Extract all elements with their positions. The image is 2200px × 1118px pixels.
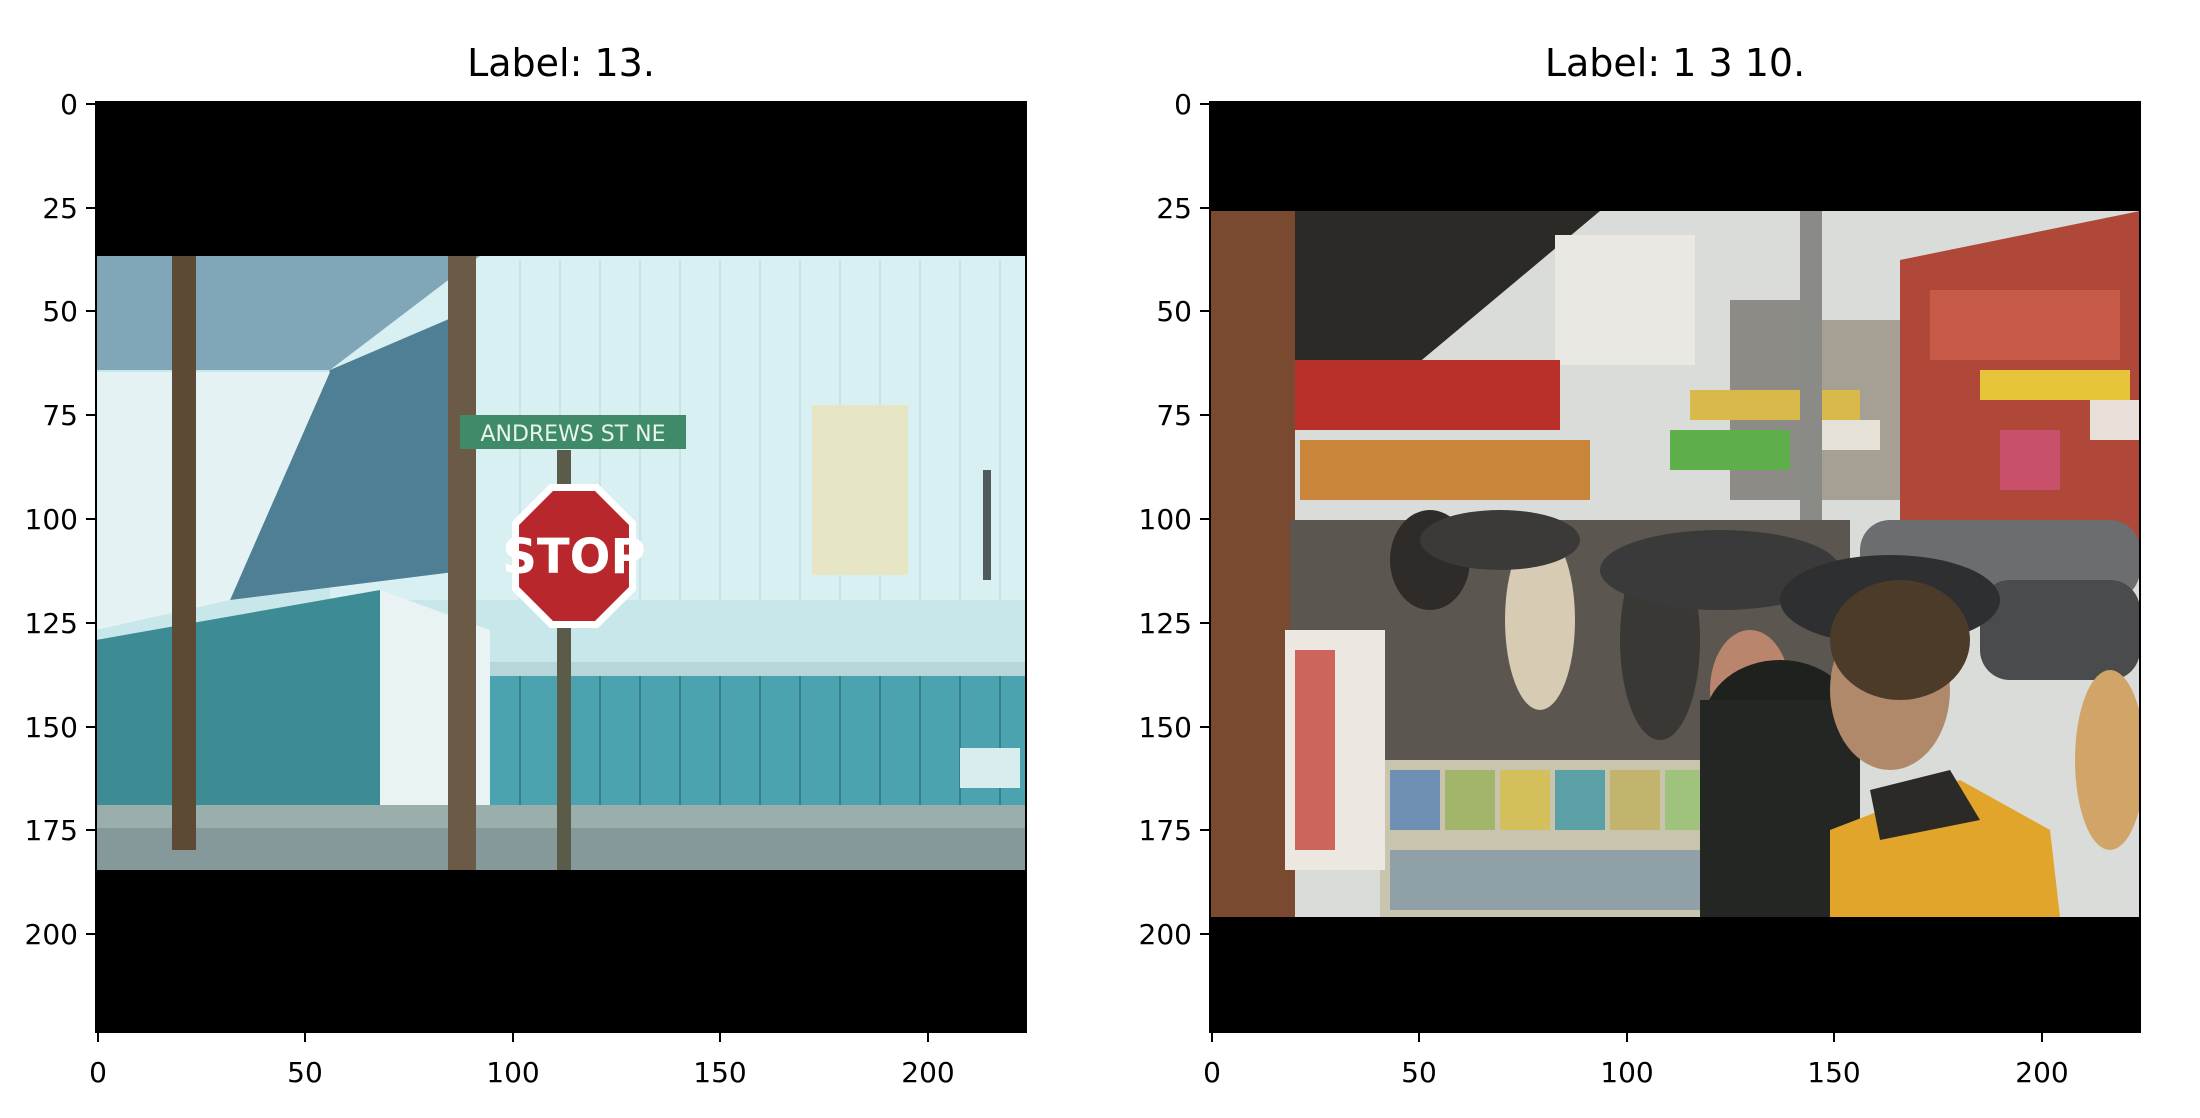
right-x-tick-label: 0	[1203, 1056, 1221, 1089]
left-x-tick-label: 50	[287, 1056, 323, 1089]
left-x-tick-label: 100	[486, 1056, 539, 1089]
right-y-tick-label: 75	[1156, 399, 1192, 432]
right-y-tick-label: 100	[1139, 503, 1192, 536]
left-y-tick-label: 125	[25, 607, 78, 640]
left-y-tick-label: 150	[25, 711, 78, 744]
left-y-tick-label: 75	[42, 399, 78, 432]
left-axes: ANDREWS ST NE STOP 0 25 50 75 100 125 15…	[25, 88, 1027, 1089]
right-axes-frame	[1209, 101, 2141, 1033]
stop-sign-text: STOP	[502, 529, 645, 585]
right-x-ticks	[1211, 1032, 2043, 1042]
right-y-tick-label: 150	[1139, 711, 1192, 744]
right-x-tick-label: 50	[1401, 1056, 1437, 1089]
street-sign-text: ANDREWS ST NE	[480, 422, 665, 447]
right-y-tick-label: 0	[1174, 88, 1192, 121]
right-axes: 0 25 50 75 100 125 150 175 200 0 50 100 …	[1139, 88, 2141, 1089]
right-subplot: Label: 1 3 10.	[1100, 0, 2200, 1118]
right-y-tick-label: 25	[1156, 192, 1192, 225]
left-y-tick-label: 100	[25, 503, 78, 536]
left-x-tick-label: 200	[901, 1056, 954, 1089]
left-y-ticks	[86, 103, 96, 935]
left-x-tick-label: 0	[89, 1056, 107, 1089]
left-subplot: Label: 13.	[25, 41, 1027, 1089]
right-x-tick-label: 150	[1807, 1056, 1860, 1089]
left-y-tick-label: 25	[42, 192, 78, 225]
left-axes-frame	[95, 101, 1027, 1033]
left-y-tick-label: 175	[25, 814, 78, 847]
right-y-tick-label: 175	[1139, 814, 1192, 847]
left-y-tick-label: 50	[42, 295, 78, 328]
left-y-tick-label: 0	[60, 88, 78, 121]
right-y-tick-label: 50	[1156, 295, 1192, 328]
right-photo	[1210, 102, 2140, 1032]
left-photo: ANDREWS ST NE STOP	[96, 102, 1026, 1032]
right-x-tick-label: 200	[2015, 1056, 2068, 1089]
right-y-tick-label: 200	[1139, 918, 1192, 951]
left-x-tick-label: 150	[693, 1056, 746, 1089]
right-subplot-title: Label: 1 3 10.	[1544, 41, 1806, 85]
right-x-tick-label: 100	[1600, 1056, 1653, 1089]
right-y-tick-label: 125	[1139, 607, 1192, 640]
left-subplot-title: Label: 13.	[467, 41, 655, 85]
left-x-ticks	[97, 1032, 929, 1042]
left-y-tick-label: 200	[25, 918, 78, 951]
right-y-ticks	[1200, 103, 1210, 935]
